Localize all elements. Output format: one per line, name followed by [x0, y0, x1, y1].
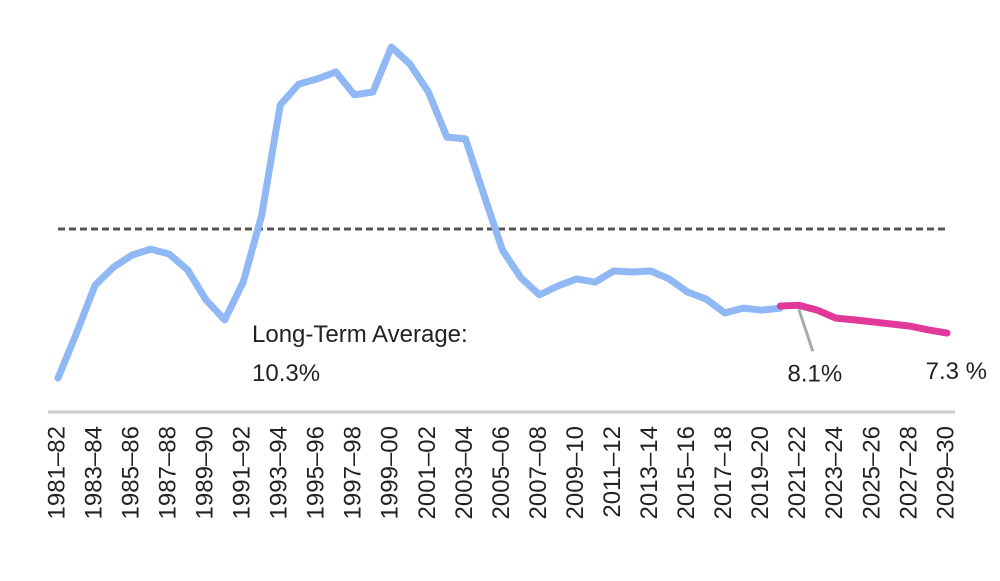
x-tick-label: 1989–90 [192, 426, 219, 519]
x-tick-label: 1983–84 [80, 426, 107, 519]
label-pointer [797, 308, 815, 352]
x-tick-label: 1993–94 [266, 426, 293, 519]
x-tick-label: 2023–24 [821, 426, 848, 519]
x-tick-label: 2027–28 [895, 426, 922, 519]
x-tick-label: 2013–14 [636, 426, 663, 519]
x-tick-label: 2021–22 [784, 426, 811, 519]
x-tick-label: 1991–92 [229, 426, 256, 519]
x-tick-label: 2015–16 [673, 426, 700, 519]
x-tick-label: 2025–26 [858, 426, 885, 519]
x-tick-label: 2005–06 [488, 426, 515, 519]
x-tick-label: 1999–00 [377, 426, 404, 519]
x-tick-label: 2019–20 [747, 426, 774, 519]
data-label: 8.1% [787, 360, 842, 387]
x-tick-label: 1995–96 [303, 426, 330, 519]
reference-label: Long-Term Average: [252, 321, 468, 348]
x-tick-label: 2007–08 [525, 426, 552, 519]
reference-value-label: 10.3% [252, 360, 320, 387]
x-tick-label: 2029–30 [932, 426, 959, 519]
x-tick-label: 1981–82 [43, 426, 70, 519]
x-tick-label: 1987–88 [154, 426, 181, 519]
x-tick-label: 1985–86 [117, 426, 144, 519]
x-tick-label: 2003–04 [451, 426, 478, 519]
x-tick-label: 2017–18 [710, 426, 737, 519]
series-line [54, 43, 784, 382]
x-tick-label: 1997–98 [340, 426, 367, 519]
series-line [776, 301, 951, 337]
x-tick-label: 2001–02 [414, 426, 441, 519]
data-label: 7.3 % [926, 358, 987, 385]
x-tick-label: 2011–12 [599, 426, 626, 518]
x-tick-label: 2009–10 [562, 426, 589, 519]
